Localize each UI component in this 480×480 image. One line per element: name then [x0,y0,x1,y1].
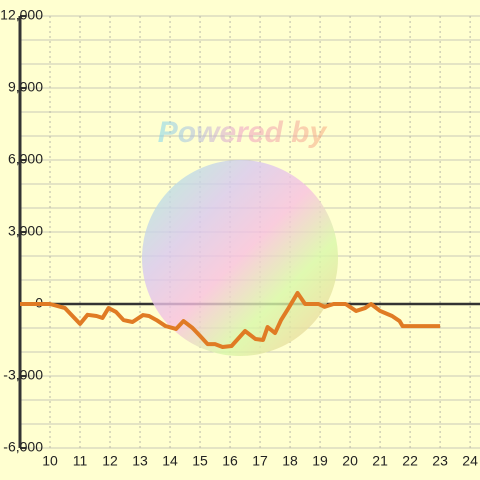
x-tick-label: 20 [342,453,358,469]
x-tick-label: 19 [312,453,328,469]
y-tick-label: -3,000 [3,367,43,383]
x-tick-label: 16 [222,453,238,469]
x-tick-label: 22 [402,453,418,469]
y-tick-label: 9,000 [8,79,43,95]
x-tick-label: 17 [252,453,268,469]
line [20,290,441,349]
x-tick-label: 10 [42,453,58,469]
x-tick-label: 11 [73,453,88,469]
watermark: Powered by [158,116,328,149]
y-tick-label: -6,000 [3,439,43,455]
x-tick-label: 14 [162,453,178,469]
y-tick-label: 12,000 [0,7,43,23]
x-tick-label: 24 [462,453,478,469]
x-tick-label: 18 [282,453,298,469]
y-tick-label: 6,000 [8,151,43,167]
x-tick-label: 21 [372,453,388,469]
y-tick-label: 3,000 [8,223,43,239]
x-tick-label: 13 [132,453,148,469]
x-tick-label: 12 [102,453,118,469]
x-tick-label: 23 [432,453,448,469]
grid [18,15,480,449]
x-tick-label: 15 [192,453,208,469]
